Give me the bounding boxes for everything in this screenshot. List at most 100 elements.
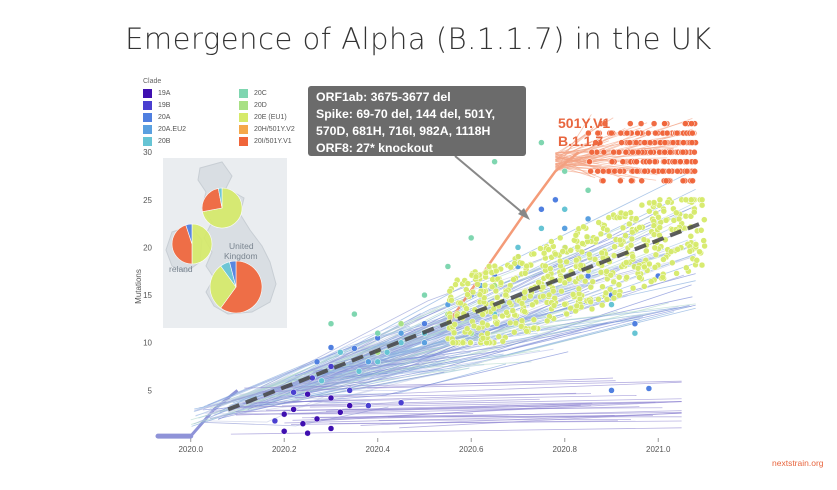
tree-branch [206, 394, 328, 423]
tip-point-20i-501y-v1 [673, 129, 681, 137]
tip-point-20e-eu1- [577, 262, 585, 269]
tree-branch [289, 355, 449, 384]
tip-point-20e-eu1- [559, 248, 566, 255]
tip-point-20e-eu1- [660, 256, 667, 263]
tip-point-20i-501y-v1 [628, 177, 635, 185]
tip-point-20b [397, 339, 405, 346]
tip-point-20i-501y-v1 [661, 139, 669, 146]
pie-slice [191, 223, 213, 265]
tree-branch [305, 404, 581, 423]
legend-label: 20D [254, 101, 267, 109]
tip-point-20e-eu1- [448, 297, 455, 304]
tip-point-20e-eu1- [523, 262, 530, 270]
x-tick-label: 2020.6 [459, 445, 484, 454]
tip-point-20e-eu1- [467, 339, 474, 346]
tip-point-20e-eu1- [701, 242, 708, 250]
tip-point-20c [444, 263, 452, 270]
tip-point-20e-eu1- [530, 250, 538, 258]
tip-point-20e-eu1- [667, 248, 675, 255]
tip-point-20c [374, 329, 381, 337]
tip-point-20e-eu1- [610, 294, 618, 302]
tip-point-20e-eu1- [567, 247, 574, 254]
tip-point-20i-501y-v1 [650, 167, 657, 175]
tip-point-20e-eu1- [563, 258, 570, 266]
tip-point-20e-eu1- [507, 263, 515, 271]
tip-point-20e-eu1- [640, 236, 648, 243]
tree-branch [283, 394, 637, 403]
tip-point-20e-eu1- [659, 274, 667, 281]
tip-point-20i-501y-v1 [619, 158, 627, 165]
legend-swatch [143, 136, 152, 146]
tip-point-20e-eu1- [616, 236, 624, 244]
tip-point-20i-501y-v1 [623, 129, 631, 137]
tip-point-20e-eu1- [556, 257, 564, 265]
legend-swatch [143, 88, 152, 98]
tip-point-20e-eu1- [482, 269, 490, 277]
tip-point-20e-eu1- [675, 215, 683, 223]
tree-branch [210, 371, 445, 419]
tree-branch [367, 380, 682, 389]
tip-point-20i-501y-v1 [691, 167, 698, 175]
tip-point-20e-eu1- [446, 287, 454, 295]
tip-point-20e-eu1- [450, 329, 458, 337]
tip-point-20a-eu2 [561, 225, 568, 232]
tip-point-20i-501y-v1 [601, 120, 609, 127]
tip-point-20a [313, 358, 321, 366]
tip-point-20e-eu1- [463, 325, 471, 332]
tip-point-20b [631, 329, 639, 337]
legend-title: Clade [143, 78, 162, 85]
tip-point-20e-eu1- [490, 305, 498, 312]
tip-point-20c [538, 139, 545, 146]
tip-point-19a [299, 420, 307, 427]
tip-point-20e-eu1- [545, 291, 553, 299]
tip-point-20e-eu1- [539, 283, 547, 291]
tree-branch [236, 398, 682, 408]
tip-point-20i-501y-v1 [638, 177, 645, 185]
tip-point-20e-eu1- [583, 233, 591, 241]
tip-point-20i-501y-v1 [586, 158, 593, 165]
tip-point-20e-eu1- [683, 264, 690, 272]
tip-point-20b [337, 349, 344, 356]
tip-point-20i-501y-v1 [663, 129, 671, 137]
tip-point-20e-eu1- [698, 196, 706, 204]
tip-point-20c [561, 167, 568, 175]
tip-point-20e-eu1- [602, 289, 610, 297]
tip-point-20e-eu1- [497, 279, 505, 286]
tip-point-20i-501y-v1 [674, 167, 681, 175]
legend-label: 20C [254, 89, 267, 97]
tip-point-20e-eu1- [646, 208, 653, 215]
tree-branch [281, 398, 540, 407]
tip-point-20e-eu1- [607, 271, 615, 279]
tip-point-20e-eu1- [518, 317, 526, 324]
tip-point-20i-501y-v1 [592, 139, 599, 146]
tip-point-20i-501y-v1 [600, 148, 608, 156]
tip-point-19a [304, 429, 311, 437]
legend-swatch [239, 112, 248, 122]
tip-point-20i-501y-v1 [618, 139, 625, 146]
tip-point-20i-501y-v1 [645, 129, 652, 137]
tip-point-20b [318, 377, 325, 385]
tip-point-20e-eu1- [530, 316, 538, 323]
tip-point-20e-eu1- [687, 233, 695, 240]
tip-point-20i-501y-v1 [646, 139, 654, 146]
tip-point-20e-eu1- [548, 238, 555, 245]
tree-branch [399, 412, 682, 429]
tip-point-20e-eu1- [521, 308, 528, 315]
tip-point-20e-eu1- [452, 281, 459, 288]
tip-point-20e-eu1- [493, 267, 500, 275]
tip-point-20i-501y-v1 [652, 129, 659, 137]
tip-point-20e-eu1- [535, 279, 542, 286]
tip-point-20i-501y-v1 [659, 167, 666, 175]
tip-point-20e-eu1- [598, 249, 606, 257]
tip-point-20e-eu1- [636, 224, 643, 231]
tip-point-20e-eu1- [698, 261, 706, 269]
tip-point-20i-501y-v1 [608, 158, 616, 165]
chart-axes: 2020.0 2020.2 2020.4 2020.6 2020.8 2021.0 5 10 1… [134, 148, 671, 454]
tree-branch [317, 304, 696, 376]
tip-point-20e-eu1- [470, 322, 478, 330]
tip-point-20i-501y-v1 [661, 120, 668, 127]
tip-point-20e-eu1- [629, 253, 636, 260]
tip-point-20e-eu1- [687, 213, 695, 220]
tip-point-20b [561, 206, 568, 213]
legend-grid: 19A 20C 19B 20D 20A 20E (EU1) 20A.EU2 20H/501Y.… [143, 88, 313, 146]
